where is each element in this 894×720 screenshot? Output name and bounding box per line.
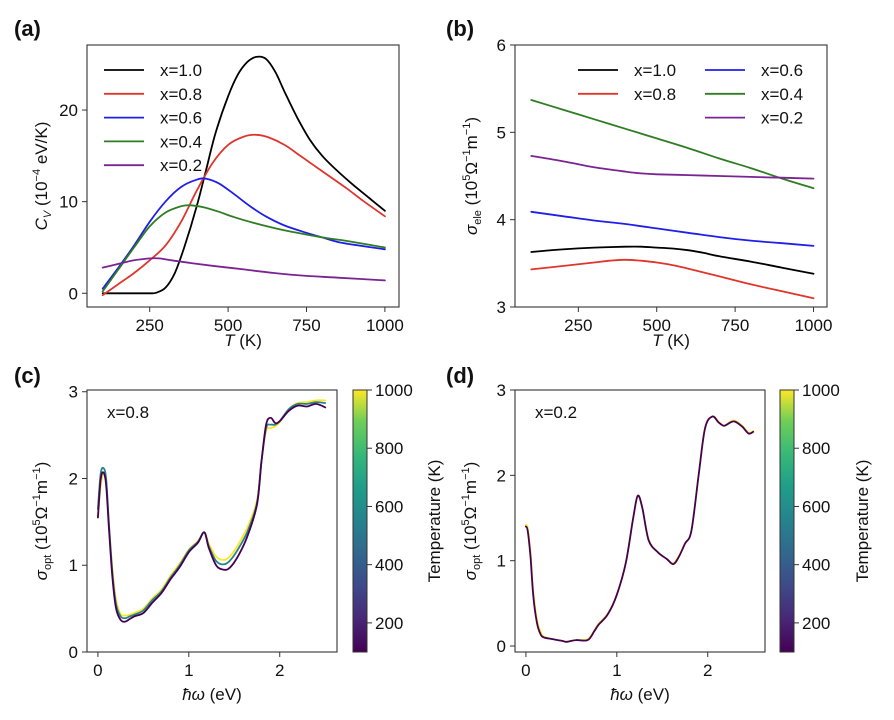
panel-d-frame bbox=[514, 389, 766, 653]
panel-d-annotation: x=0.2 bbox=[535, 403, 577, 422]
panel-a-xtick-label: 500 bbox=[214, 316, 242, 335]
panel-b-xtick-label: 250 bbox=[564, 316, 592, 335]
panel-c-label: (c) bbox=[14, 363, 41, 388]
panel-a-series-x-0-4 bbox=[101, 204, 386, 293]
panel-a-series-x-1-0 bbox=[101, 55, 386, 295]
panel-d-ylabel: σopt (105Ω−1m−1) bbox=[460, 462, 483, 581]
panel-b-label: (b) bbox=[446, 16, 474, 41]
panel-a-ylabel: CV (10−4 eV/K) bbox=[31, 122, 54, 231]
legend-label: x=0.2 bbox=[761, 109, 803, 128]
colorbar-tick-label: 400 bbox=[802, 556, 830, 575]
panel-b-xtick-label: 750 bbox=[721, 316, 749, 335]
panel-b-legend: x=1.0 x=0.8 x=0.6 x=0.4 x=0.2 bbox=[578, 61, 803, 128]
panel-b-series-x-1-0 bbox=[530, 245, 815, 275]
colorbar-tick-label: 600 bbox=[375, 497, 403, 516]
panel-c-xtick-label: 2 bbox=[275, 661, 284, 680]
panel-a-xtick-label: 750 bbox=[292, 316, 320, 335]
panel-b-ytick-label: 5 bbox=[497, 123, 506, 142]
legend-label: x=0.4 bbox=[761, 85, 803, 104]
colorbar-tick-label: 800 bbox=[802, 439, 830, 458]
panel-a-label: (a) bbox=[14, 16, 41, 41]
colorbar-tick-label: 200 bbox=[375, 614, 403, 633]
panel-a-xlabel: T (K) bbox=[224, 331, 262, 350]
panel-d-xtick-label: 0 bbox=[521, 661, 530, 680]
panel-a-series-x-0-2 bbox=[101, 257, 386, 282]
panel-c-ytick-label: 3 bbox=[69, 383, 78, 402]
panel-b-xtick-label: 1000 bbox=[795, 316, 833, 335]
panel-a-ytick-label: 0 bbox=[69, 284, 78, 303]
panel-c-xtick-label: 1 bbox=[184, 661, 193, 680]
panel-c-series-t-550-k bbox=[97, 401, 327, 620]
legend-label: x=1.0 bbox=[634, 61, 676, 80]
legend-label: x=0.6 bbox=[160, 109, 202, 128]
legend-label: x=0.8 bbox=[634, 85, 676, 104]
panel-d-xtick-label: 2 bbox=[703, 661, 712, 680]
panel-a-ytick-label: 20 bbox=[59, 101, 78, 120]
panel-c: 0 1 2 0 1 2 3 x=0.8 200 400 600 800 1000 bbox=[69, 381, 413, 680]
legend-label: x=1.0 bbox=[160, 61, 202, 80]
panel-d-ytick-label: 0 bbox=[497, 637, 506, 656]
legend-label: x=0.6 bbox=[761, 61, 803, 80]
panel-a: 250 500 750 100001020x=1.0x=0.8x=0.6x=0.4x=… bbox=[59, 44, 404, 335]
panel-d-colorbar: 200 400 600 800 1000 bbox=[779, 381, 840, 653]
legend-label: x=0.8 bbox=[160, 85, 202, 104]
panel-b-series-x-0-8 bbox=[530, 258, 815, 300]
panel-b-ylabel: σele (105Ω−1m−1) bbox=[461, 117, 484, 235]
colorbar-gradient bbox=[779, 389, 795, 653]
panel-d: 0 1 2 0 1 2 3 x=0.2 200 400 600 800 1000 bbox=[497, 381, 840, 680]
panel-b: 250 500 750 1000 3 4 5 6 x=1.0 x=0.8 x=0.6 x=0.4 x=0… bbox=[497, 36, 833, 335]
panel-c-colorbar: 200 400 600 800 1000 bbox=[352, 381, 413, 653]
panel-d-series-t-100-k bbox=[525, 415, 755, 643]
legend-label: x=0.2 bbox=[160, 156, 202, 175]
panel-c-series-t-100-k bbox=[97, 403, 327, 623]
panel-a-xtick-label: 250 bbox=[136, 316, 164, 335]
panel-d-colorbar-label: Temperature (K) bbox=[853, 460, 872, 583]
panel-d-ytick-label: 1 bbox=[497, 552, 506, 571]
colorbar-tick-label: 1000 bbox=[802, 381, 840, 400]
panel-c-ytick-label: 1 bbox=[69, 556, 78, 575]
panel-d-xtick-label: 1 bbox=[612, 661, 621, 680]
panel-d-ytick-label: 3 bbox=[497, 381, 506, 400]
legend-label: x=0.4 bbox=[160, 132, 202, 151]
panel-b-series-x-0-2 bbox=[530, 155, 815, 180]
panel-b-xlabel: T (K) bbox=[652, 331, 690, 350]
panel-a-ytick-label: 10 bbox=[59, 193, 78, 212]
panel-c-annotation: x=0.8 bbox=[107, 403, 149, 422]
panel-b-ytick-label: 4 bbox=[497, 211, 506, 230]
panel-c-ytick-label: 0 bbox=[69, 643, 78, 662]
panel-a-frame bbox=[86, 44, 400, 308]
panel-c-series-t-1000-k bbox=[97, 399, 327, 617]
panel-a-xtick-label: 1000 bbox=[366, 316, 404, 335]
panel-c-xlabel: ħω (eV) bbox=[182, 685, 242, 704]
panel-b-xtick-label: 500 bbox=[643, 316, 671, 335]
panel-c-colorbar-label: Temperature (K) bbox=[425, 460, 444, 583]
panel-b-frame bbox=[514, 44, 828, 308]
colorbar-tick-label: 1000 bbox=[375, 381, 413, 400]
panel-d-label: (d) bbox=[446, 363, 474, 388]
panel-d-series-t-1000-k bbox=[525, 415, 755, 643]
panel-c-xtick-label: 0 bbox=[93, 661, 102, 680]
panel-b-ytick-label: 6 bbox=[497, 36, 506, 55]
panel-c-frame bbox=[86, 389, 338, 653]
colorbar-tick-label: 800 bbox=[375, 439, 403, 458]
panel-a-series-x-0-8 bbox=[101, 133, 386, 296]
colorbar-tick-label: 400 bbox=[375, 556, 403, 575]
colorbar-tick-label: 200 bbox=[802, 614, 830, 633]
panel-c-ytick-label: 2 bbox=[69, 469, 78, 488]
panel-b-series-x-0-6 bbox=[530, 210, 815, 247]
panel-d-xlabel: ħω (eV) bbox=[610, 685, 670, 704]
colorbar-tick-label: 600 bbox=[802, 497, 830, 516]
panel-a-legend: x=1.0 x=0.8 x=0.6 x=0.4 x=0.2 bbox=[104, 61, 202, 175]
panel-b-ytick-label: 3 bbox=[497, 298, 506, 317]
panel-b-series-x-0-4 bbox=[530, 99, 815, 190]
panel-c-ylabel: σopt (105Ω−1m−1) bbox=[31, 462, 54, 581]
panel-d-ytick-label: 2 bbox=[497, 466, 506, 485]
colorbar-gradient bbox=[352, 389, 368, 653]
